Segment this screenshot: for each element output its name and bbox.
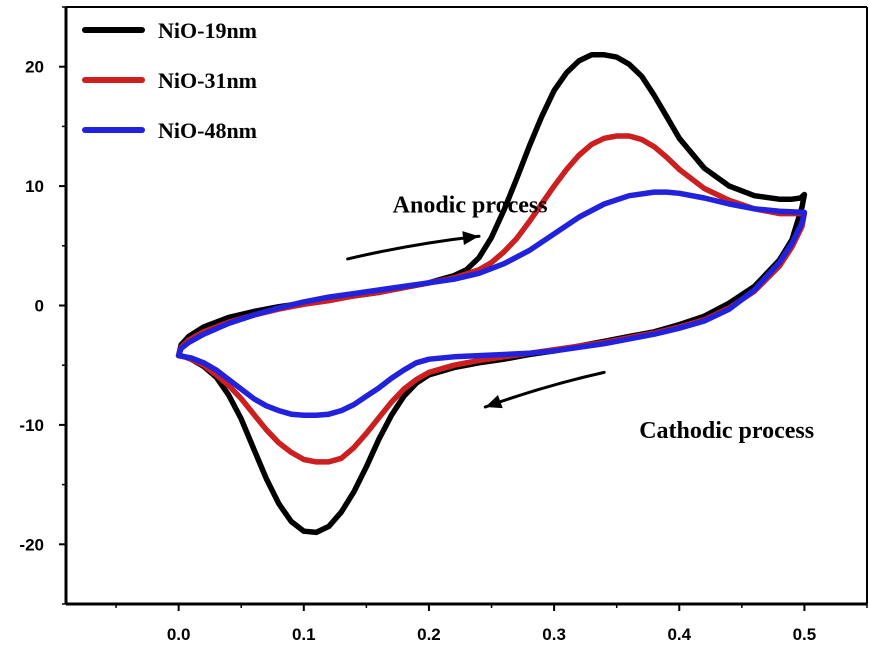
series-line-nio-19nm xyxy=(175,52,808,536)
y-tick-label: -10 xyxy=(19,416,44,435)
series-layer xyxy=(175,52,808,536)
annotation-text: Anodic process xyxy=(393,192,548,218)
x-tick-label: 0.5 xyxy=(793,625,817,644)
legend-label: NiO-48nm xyxy=(158,118,257,143)
axis-ticks: 0.0 0.1 0.2 0.3 0.4 0.5 20 10 0 -10 -20 xyxy=(19,6,868,644)
plot-frame xyxy=(64,6,868,606)
series-line-nio-48nm xyxy=(175,189,808,419)
x-tick-label: 0.0 xyxy=(167,625,191,644)
y-tick-label: 0 xyxy=(35,297,44,316)
series-line-nio-31nm xyxy=(175,133,808,465)
cathodic-arrow xyxy=(483,370,606,409)
legend-label: NiO-31nm xyxy=(158,68,257,93)
annotation-layer: Anodic process Cathodic process xyxy=(346,192,814,444)
x-tick-label: 0.4 xyxy=(667,625,691,644)
y-tick-label: 20 xyxy=(25,58,44,77)
y-tick-label: -20 xyxy=(19,535,44,554)
legend-label: NiO-19nm xyxy=(158,18,257,43)
x-tick-label: 0.1 xyxy=(292,625,316,644)
annotation-text: Cathodic process xyxy=(639,418,814,444)
legend: NiO-19nm NiO-31nm NiO-48nm xyxy=(82,18,257,143)
y-tick-label: 10 xyxy=(25,177,44,196)
x-tick-label: 0.3 xyxy=(542,625,566,644)
anodic-arrow xyxy=(346,231,481,261)
x-tick-label: 0.2 xyxy=(417,625,441,644)
